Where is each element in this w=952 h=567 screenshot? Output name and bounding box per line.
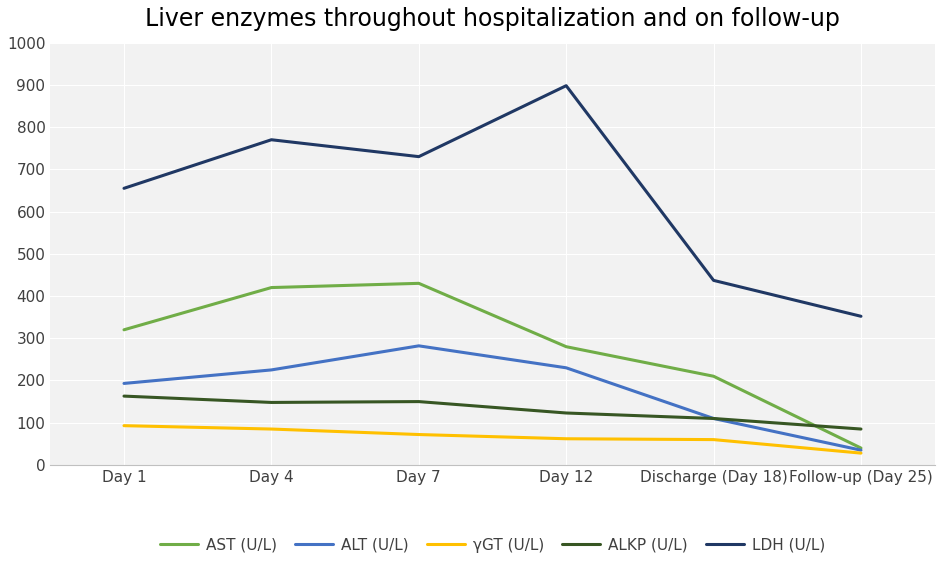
Title: Liver enzymes throughout hospitalization and on follow-up: Liver enzymes throughout hospitalization… (145, 7, 840, 31)
AST (U/L) (413, 280, 425, 287)
AST (U/L) (855, 445, 866, 451)
ALT (U/L) (413, 342, 425, 349)
ALKP (U/L) (118, 393, 129, 400)
LDH (U/L) (855, 313, 866, 320)
AST (U/L) (266, 284, 277, 291)
γGT (U/L) (855, 450, 866, 456)
γGT (U/L) (118, 422, 129, 429)
AST (U/L) (118, 327, 129, 333)
γGT (U/L) (413, 431, 425, 438)
LDH (U/L) (266, 136, 277, 143)
LDH (U/L) (708, 277, 720, 284)
ALKP (U/L) (266, 399, 277, 406)
Line: γGT (U/L): γGT (U/L) (124, 426, 861, 453)
ALT (U/L) (266, 366, 277, 373)
ALKP (U/L) (855, 426, 866, 433)
LDH (U/L) (413, 153, 425, 160)
γGT (U/L) (266, 426, 277, 433)
γGT (U/L) (708, 436, 720, 443)
ALT (U/L) (708, 415, 720, 422)
ALT (U/L) (118, 380, 129, 387)
LDH (U/L) (561, 82, 572, 89)
ALKP (U/L) (413, 398, 425, 405)
AST (U/L) (708, 373, 720, 380)
Legend: AST (U/L), ALT (U/L), γGT (U/L), ALKP (U/L), LDH (U/L): AST (U/L), ALT (U/L), γGT (U/L), ALKP (U… (154, 532, 831, 559)
ALT (U/L) (855, 447, 866, 454)
ALKP (U/L) (561, 409, 572, 416)
Line: ALT (U/L): ALT (U/L) (124, 346, 861, 450)
Line: ALKP (U/L): ALKP (U/L) (124, 396, 861, 429)
ALT (U/L) (561, 365, 572, 371)
ALKP (U/L) (708, 415, 720, 422)
AST (U/L) (561, 343, 572, 350)
γGT (U/L) (561, 435, 572, 442)
Line: AST (U/L): AST (U/L) (124, 284, 861, 448)
LDH (U/L) (118, 185, 129, 192)
Line: LDH (U/L): LDH (U/L) (124, 86, 861, 316)
